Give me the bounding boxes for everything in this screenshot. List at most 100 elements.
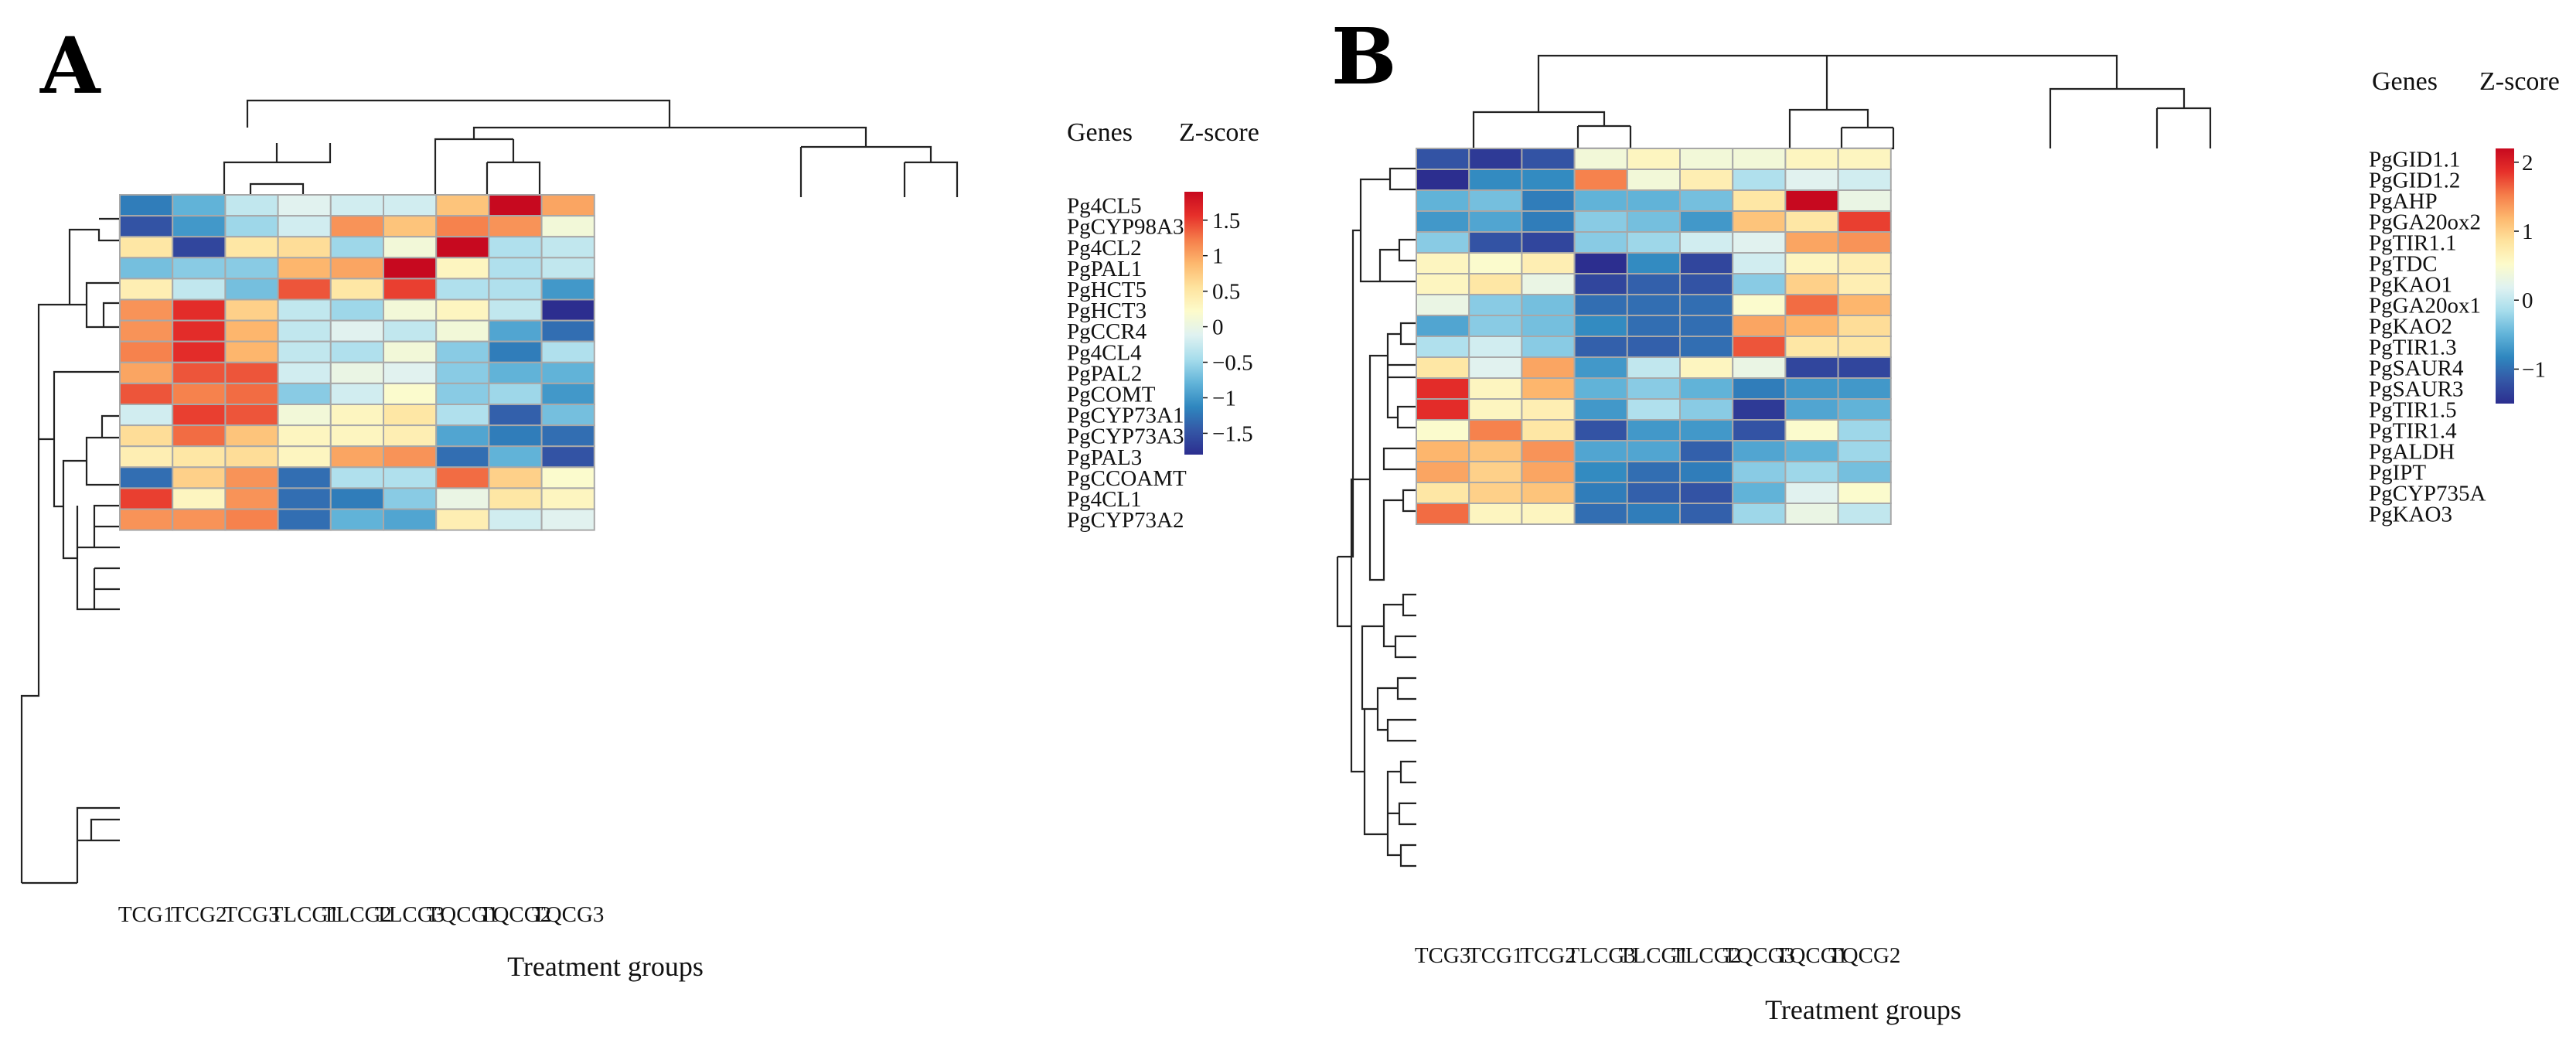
panel-b-cell-PgKAO1-TCG2 bbox=[1521, 273, 1576, 295]
panel-a-cell-Pg4CL4-TCG2 bbox=[172, 340, 227, 363]
panel-b-cell-PgGA20ox2-TLCG2 bbox=[1679, 210, 1734, 233]
panel-b-cell-PgAHP-TCG3 bbox=[1416, 189, 1470, 212]
panel-a-cell-PgPAL3-TCG2 bbox=[172, 445, 227, 469]
panel-a-cell-PgCCOAMT-TCG1 bbox=[119, 466, 174, 489]
panel-a-cell-PgPAL1-TLCG3 bbox=[383, 257, 438, 280]
panel-b-cell-PgTIR1.4-TQCG3 bbox=[1732, 419, 1787, 441]
panel-a-cell-PgPAL1-TCG1 bbox=[119, 257, 174, 280]
panel-b-cell-PgSAUR3-TLCG2 bbox=[1679, 377, 1734, 400]
panel-a-cell-PgHCT3-TLCG2 bbox=[329, 298, 384, 322]
panel-a-cell-PgCCR4-TLCG1 bbox=[277, 319, 332, 343]
panel-b-row-label: PgTIR1.3 bbox=[2369, 336, 2457, 360]
panel-b-cell-PgGID1.2-TLCG2 bbox=[1679, 169, 1734, 191]
panel-a-cell-Pg4CL1-TQCG3 bbox=[540, 487, 595, 510]
panel-b-cell-PgGA20ox1-TQCG2 bbox=[1837, 294, 1892, 316]
panel-b-cell-PgTIR1.4-TLCG2 bbox=[1679, 419, 1734, 441]
panel-a-cell-Pg4CL4-TQCG2 bbox=[488, 340, 543, 363]
panel-b-row-label: PgTIR1.1 bbox=[2369, 231, 2457, 256]
panel-a-colorbar-tick-label: −0.5 bbox=[1212, 351, 1253, 376]
panel-a-cell-Pg4CL1-TCG3 bbox=[224, 487, 279, 510]
panel-b-cell-PgGA20ox1-TLCG1 bbox=[1626, 294, 1682, 316]
panel-a-cell-PgPAL2-TCG1 bbox=[119, 361, 174, 384]
panel-b-cell-PgAHP-TLCG1 bbox=[1626, 189, 1682, 212]
panel-b-cell-PgTIR1.1-TQCG3 bbox=[1732, 231, 1787, 254]
panel-b-cell-PgTIR1.1-TCG2 bbox=[1521, 231, 1576, 254]
panel-a-cell-PgCCR4-TQCG1 bbox=[435, 319, 490, 343]
panel-b-cell-PgTIR1.3-TCG2 bbox=[1521, 336, 1576, 358]
panel-b-heatmap-cells bbox=[1416, 148, 1892, 525]
panel-b-genes-header: Genes bbox=[2372, 67, 2438, 96]
panel-a-cell-Pg4CL5-TLCG3 bbox=[383, 194, 438, 217]
panel-a-cell-PgCYP73A2-TCG2 bbox=[172, 508, 227, 531]
panel-b-cell-PgTIR1.5-TCG3 bbox=[1416, 398, 1470, 421]
panel-b-cell-PgGID1.2-TQCG1 bbox=[1784, 169, 1839, 191]
panel-b-cell-PgKAO2-TLCG1 bbox=[1626, 315, 1682, 337]
panel-b-cell-PgTIR1.5-TLCG2 bbox=[1679, 398, 1734, 421]
panel-a-cell-PgPAL1-TQCG3 bbox=[540, 257, 595, 280]
panel-b-cell-PgIPT-TLCG1 bbox=[1626, 461, 1682, 483]
panel-b-cell-PgGID1.2-TQCG2 bbox=[1837, 169, 1892, 191]
panel-a-cell-PgCCOAMT-TQCG2 bbox=[488, 466, 543, 489]
panel-a-cell-PgPAL3-TQCG1 bbox=[435, 445, 490, 469]
panel-a-cell-PgPAL3-TCG3 bbox=[224, 445, 279, 469]
panel-a-cell-PgCYP98A3-TLCG3 bbox=[383, 215, 438, 238]
panel-b-colorbar-tick-label: −1 bbox=[2522, 357, 2546, 382]
panel-a-cell-PgPAL2-TLCG2 bbox=[329, 361, 384, 384]
panel-a-cell-Pg4CL5-TQCG2 bbox=[488, 194, 543, 217]
panel-b-cell-PgGID1.1-TQCG2 bbox=[1837, 148, 1892, 170]
panel-a-cell-PgHCT5-TCG2 bbox=[172, 278, 227, 301]
panel-b-column-labels: TCG3TCG1TCG2TLCG3TLCG1TLCG2TQCG3TQCG1TQC… bbox=[1415, 943, 1901, 968]
panel-a-cell-Pg4CL4-TCG1 bbox=[119, 340, 174, 363]
panel-a-cell-PgPAL2-TQCG1 bbox=[435, 361, 490, 384]
panel-a-cell-PgPAL1-TLCG1 bbox=[277, 257, 332, 280]
panel-a-cell-Pg4CL5-TLCG1 bbox=[277, 194, 332, 217]
panel-b-cell-PgGA20ox2-TLCG3 bbox=[1573, 210, 1628, 233]
panel-a-cell-PgCYP73A2-TQCG3 bbox=[540, 508, 595, 531]
panel-b-cell-PgTDC-TQCG2 bbox=[1837, 252, 1892, 274]
panel-a-cell-PgPAL1-TQCG2 bbox=[488, 257, 543, 280]
panel-a-cell-Pg4CL2-TCG1 bbox=[119, 236, 174, 259]
panel-b-cell-PgGA20ox1-TQCG1 bbox=[1784, 294, 1839, 316]
panel-a-row-label: Pg4CL4 bbox=[1067, 340, 1142, 365]
panel-a-cell-PgCYP73A2-TCG1 bbox=[119, 508, 174, 531]
panel-a-cell-PgCCOAMT-TCG3 bbox=[224, 466, 279, 489]
panel-a-zscore-title: Z-score bbox=[1179, 118, 1259, 147]
panel-a-cell-PgCOMT-TQCG1 bbox=[435, 382, 490, 405]
panel-b-cell-PgIPT-TLCG2 bbox=[1679, 461, 1734, 483]
panel-a-cell-Pg4CL5-TCG2 bbox=[172, 194, 227, 217]
panel-b-row-label: PgGA20ox1 bbox=[2369, 294, 2481, 319]
panel-a-cell-PgCOMT-TCG1 bbox=[119, 382, 174, 405]
panel-a-row-label: PgCCR4 bbox=[1067, 319, 1147, 344]
panel-b-cell-PgTIR1.3-TLCG2 bbox=[1679, 336, 1734, 358]
panel-b-cell-PgAHP-TQCG3 bbox=[1732, 189, 1787, 212]
panel-b-column-label: TCG1 bbox=[1467, 943, 1524, 968]
panel-b-cell-PgTIR1.1-TQCG2 bbox=[1837, 231, 1892, 254]
panel-b-cell-PgKAO2-TCG2 bbox=[1521, 315, 1576, 337]
panel-a-cell-PgHCT3-TCG1 bbox=[119, 298, 174, 322]
panel-a-cell-PgCYP73A3-TCG1 bbox=[119, 424, 174, 448]
panel-a-cell-PgCYP73A3-TLCG2 bbox=[329, 424, 384, 448]
panel-a-column-dendrogram bbox=[170, 99, 959, 197]
panel-b-cell-PgTIR1.3-TLCG1 bbox=[1626, 336, 1682, 358]
panel-a-cell-PgCYP73A1-TLCG1 bbox=[277, 404, 332, 427]
panel-b-cell-PgGID1.2-TCG1 bbox=[1468, 169, 1523, 191]
panel-a-cell-PgCCR4-TCG1 bbox=[119, 319, 174, 343]
panel-b-cell-PgIPT-TCG3 bbox=[1416, 461, 1470, 483]
panel-a-row-label: PgCYP73A3 bbox=[1067, 424, 1184, 449]
panel-b-cell-PgTIR1.3-TCG3 bbox=[1416, 336, 1470, 358]
panel-b-cell-PgGID1.1-TQCG3 bbox=[1732, 148, 1787, 170]
panel-b-cell-PgTIR1.4-TQCG1 bbox=[1784, 419, 1839, 441]
panel-a-cell-PgCYP98A3-TQCG1 bbox=[435, 215, 490, 238]
panel-a-cell-PgCYP73A1-TCG1 bbox=[119, 404, 174, 427]
panel-a-cell-Pg4CL2-TLCG1 bbox=[277, 236, 332, 259]
panel-a-row-label: Pg4CL1 bbox=[1067, 487, 1142, 512]
panel-a-cell-Pg4CL1-TCG1 bbox=[119, 487, 174, 510]
panel-b-cell-PgSAUR3-TLCG3 bbox=[1573, 377, 1628, 400]
panel-a-cell-PgHCT5-TLCG1 bbox=[277, 278, 332, 301]
panel-a-row-label: PgCYP73A2 bbox=[1067, 508, 1184, 533]
panel-b-column-label: TQCG1 bbox=[1776, 943, 1848, 968]
panel-a-cell-PgCYP73A1-TCG3 bbox=[224, 404, 279, 427]
panel-a-cell-Pg4CL4-TCG3 bbox=[224, 340, 279, 363]
panel-b-cell-PgALDH-TCG3 bbox=[1416, 440, 1470, 462]
panel-b-cell-PgTIR1.4-TLCG1 bbox=[1626, 419, 1682, 441]
